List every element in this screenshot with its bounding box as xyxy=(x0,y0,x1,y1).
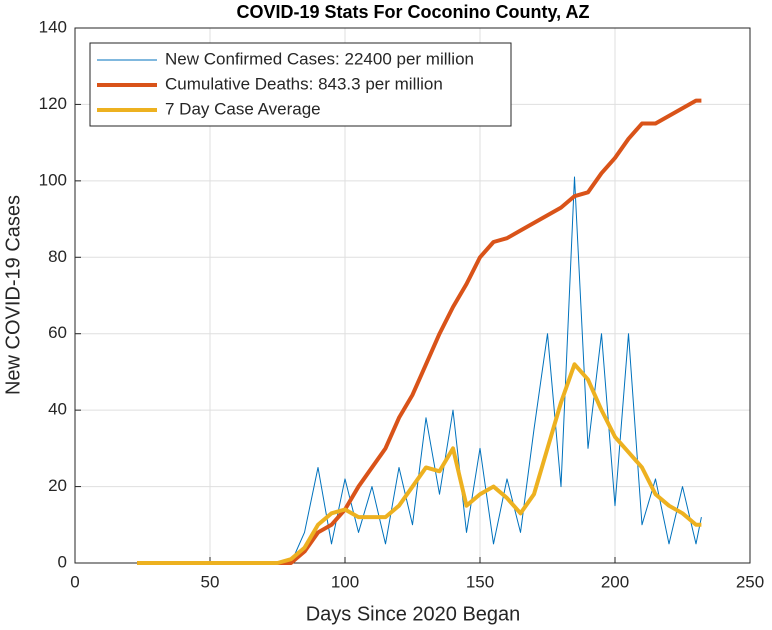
x-tick-label: 200 xyxy=(601,572,629,591)
legend-box xyxy=(89,42,512,127)
y-tick-label: 80 xyxy=(48,247,67,266)
chart-title: COVID-19 Stats For Coconino County, AZ xyxy=(236,2,589,22)
series-line xyxy=(137,98,702,565)
x-tick-label: 0 xyxy=(70,572,79,591)
plot-frame xyxy=(74,27,751,564)
legend-label: Cumulative Deaths: 843.3 per million xyxy=(165,74,443,93)
y-tick-label: 140 xyxy=(39,17,67,36)
y-tick-label: 100 xyxy=(39,170,67,189)
y-tick-label: 0 xyxy=(58,552,67,571)
x-tick-label: 100 xyxy=(331,572,359,591)
series-line xyxy=(137,362,702,565)
y-tick-label: 20 xyxy=(48,476,67,495)
y-tick-label: 60 xyxy=(48,323,67,342)
y-tick-label: 120 xyxy=(39,94,67,113)
x-tick-label: 150 xyxy=(466,572,494,591)
legend-label: 7 Day Case Average xyxy=(165,99,321,118)
y-axis-label: New COVID-19 Cases xyxy=(2,195,24,395)
legend-label: New Confirmed Cases: 22400 per million xyxy=(165,49,474,68)
y-tick-label: 40 xyxy=(48,400,67,419)
x-axis-label: Days Since 2020 Began xyxy=(306,603,521,625)
x-tick-label: 250 xyxy=(736,572,764,591)
series-line xyxy=(137,176,702,564)
x-tick-label: 50 xyxy=(201,572,220,591)
